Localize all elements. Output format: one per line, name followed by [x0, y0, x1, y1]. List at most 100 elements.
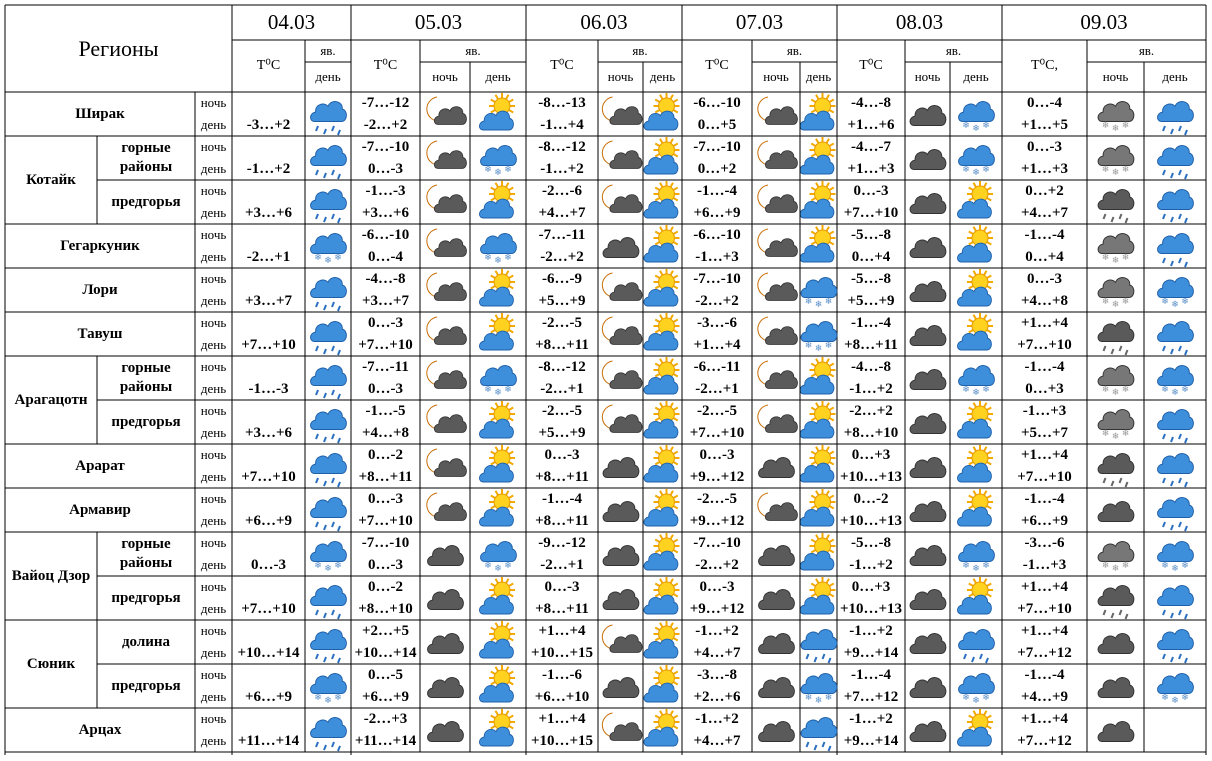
- weather-icon: [602, 237, 640, 258]
- weather-icon: [479, 489, 515, 527]
- temperature: +9…+12: [689, 468, 745, 485]
- temperature: -6…-10: [693, 227, 741, 244]
- temperature: -5…-8: [851, 271, 891, 288]
- svg-text:❄: ❄: [484, 164, 492, 174]
- svg-text:❄: ❄: [324, 695, 332, 705]
- subregion-name: предгорья: [111, 589, 181, 606]
- temperature: -2…+2: [540, 248, 584, 265]
- temperature: -4…-8: [365, 271, 406, 288]
- svg-text:❄: ❄: [494, 255, 502, 265]
- weather-icon: [643, 621, 680, 659]
- weather-icon: [1097, 633, 1135, 654]
- weather-icon: [957, 269, 993, 307]
- svg-text:❄: ❄: [334, 560, 342, 570]
- svg-text:❄: ❄: [1181, 384, 1189, 394]
- svg-text:❄: ❄: [1161, 692, 1169, 702]
- temperature: +7…+10: [1017, 600, 1072, 617]
- temperature: +1…+4: [1020, 447, 1069, 464]
- svg-text:❄: ❄: [324, 255, 332, 265]
- period-label: день: [200, 292, 227, 308]
- temperature: -1…+2: [849, 380, 893, 397]
- temperature: +4…+7: [693, 644, 741, 661]
- temperature: 0…-3: [368, 556, 403, 573]
- temperature: +4…+7: [1020, 204, 1069, 221]
- weather-icon: ❄ ❄ ❄: [310, 541, 347, 573]
- svg-text:❄: ❄: [972, 167, 980, 177]
- weather-icon: ❄ ❄ ❄: [1097, 541, 1135, 573]
- weather-icon: [758, 633, 795, 654]
- temperature: 0…+2: [697, 160, 737, 177]
- temperature: -7…-10: [693, 535, 741, 552]
- temperature: +11…+14: [354, 732, 417, 749]
- temp-header: T⁰C: [373, 58, 398, 74]
- weather-icon: [799, 401, 836, 439]
- temperature: -1…-4: [1024, 359, 1065, 376]
- period-label: ночь: [200, 578, 227, 594]
- period-header: день: [1162, 68, 1188, 84]
- svg-text:❄: ❄: [1112, 255, 1120, 265]
- svg-text:❄: ❄: [972, 695, 980, 705]
- weather-icon: ❄ ❄ ❄: [800, 321, 838, 353]
- weather-icon: [957, 401, 993, 439]
- temperature: +11…+14: [237, 732, 300, 749]
- weather-icon: [1097, 501, 1135, 522]
- temperature: -1…+3: [1022, 403, 1067, 420]
- weather-icon: [909, 369, 947, 390]
- temperature: +4…+7: [693, 732, 741, 749]
- svg-text:❄: ❄: [324, 563, 332, 573]
- weather-icon: [601, 624, 643, 653]
- region-name: Котайк: [26, 171, 76, 188]
- weather-icon: ❄ ❄ ❄: [958, 541, 995, 573]
- weather-icon: [909, 501, 947, 522]
- temperature: -1…-4: [1024, 491, 1065, 508]
- date-header: 09.03: [1080, 10, 1128, 35]
- weather-icon: [479, 665, 515, 703]
- regions-header: Регионы: [78, 35, 159, 61]
- weather-icon: [1157, 585, 1194, 620]
- weather-icon: [799, 489, 836, 527]
- weather-icon: [310, 409, 347, 444]
- svg-text:❄: ❄: [1171, 387, 1179, 397]
- period-header: день: [485, 68, 511, 84]
- weather-icon: [643, 577, 680, 615]
- weather-icon: [1157, 497, 1194, 532]
- temperature: +4…+8: [361, 424, 410, 441]
- svg-text:❄: ❄: [484, 560, 492, 570]
- date-header: 08.03: [895, 10, 944, 35]
- subregion-name: горные районы: [119, 360, 173, 395]
- weather-icon: [757, 96, 798, 125]
- weather-icon: [643, 401, 680, 439]
- temperature: 0…-3: [699, 447, 735, 464]
- weather-icon: [758, 721, 795, 742]
- subregion-name: предгорья: [111, 193, 181, 210]
- temperature: 0…-3: [1027, 271, 1062, 288]
- temperature: +7…+10: [358, 512, 413, 529]
- temperature: +1…+6: [847, 116, 895, 133]
- temperature: -2…+2: [695, 556, 739, 573]
- weather-icon: ❄ ❄ ❄: [958, 365, 995, 397]
- weather-icon: [601, 140, 643, 169]
- temperature: +10…+14: [354, 644, 417, 661]
- temperature: -8…-12: [538, 139, 586, 156]
- svg-text:❄: ❄: [805, 692, 813, 702]
- weather-icon: [479, 269, 515, 307]
- weather-icon: [909, 589, 947, 610]
- weather-icon: [479, 445, 515, 483]
- svg-text:❄: ❄: [1122, 384, 1130, 394]
- temp-header: T⁰C: [859, 58, 883, 74]
- weather-icon: [957, 445, 993, 483]
- period-label: ночь: [200, 710, 227, 726]
- weather-icon: [800, 629, 838, 664]
- temperature: +8…+11: [844, 336, 898, 353]
- temperature: +3…+7: [244, 292, 293, 309]
- weather-icon: [757, 272, 798, 301]
- temperature: 0…+3: [1025, 380, 1064, 397]
- svg-text:❄: ❄: [1102, 296, 1110, 306]
- period-label: день: [200, 248, 227, 264]
- period-label: ночь: [200, 94, 227, 110]
- temperature: -2…+1: [540, 556, 584, 573]
- temperature: -8…-12: [538, 359, 586, 376]
- temperature: -8…-13: [538, 95, 586, 112]
- weather-icon: [427, 633, 464, 654]
- temperature: -2…+2: [363, 116, 408, 133]
